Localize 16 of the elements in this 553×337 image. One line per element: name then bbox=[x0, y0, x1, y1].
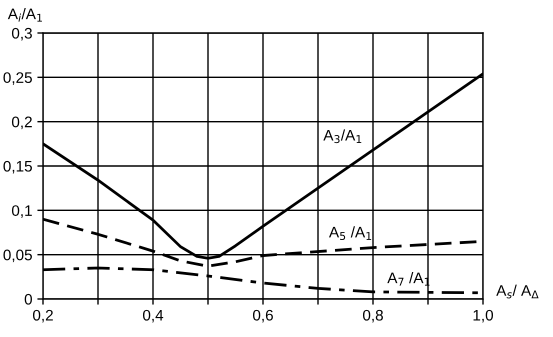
x-tick-label: 0,8 bbox=[362, 310, 383, 322]
x-tick-label: 0,4 bbox=[142, 310, 164, 322]
series-label: A$_{5}$ /A$_{1}$ bbox=[328, 226, 372, 240]
y-tick-label: 0,05 bbox=[3, 250, 32, 262]
y-tick-label: 0,3 bbox=[12, 28, 32, 40]
y-tick-label: 0,2 bbox=[12, 116, 32, 130]
x-axis-title: A$_{s}$/ A$_{Δ}$ bbox=[496, 284, 539, 298]
y-axis-title: A$_{i}$/A$_{1}$ bbox=[8, 8, 42, 22]
x-tick-label: 0,2 bbox=[32, 310, 53, 322]
y-tick-label: 0,15 bbox=[3, 160, 32, 174]
y-tick-label: 0,25 bbox=[3, 72, 32, 85]
x-tick-label: 0,6 bbox=[252, 310, 273, 322]
y-tick-label: 0,1 bbox=[12, 205, 32, 218]
y-tick-label: 0 bbox=[24, 294, 32, 305]
series-label: A$_{3}$/A$_{1}$ bbox=[323, 129, 362, 144]
x-tick-label: 1,0 bbox=[474, 310, 494, 322]
